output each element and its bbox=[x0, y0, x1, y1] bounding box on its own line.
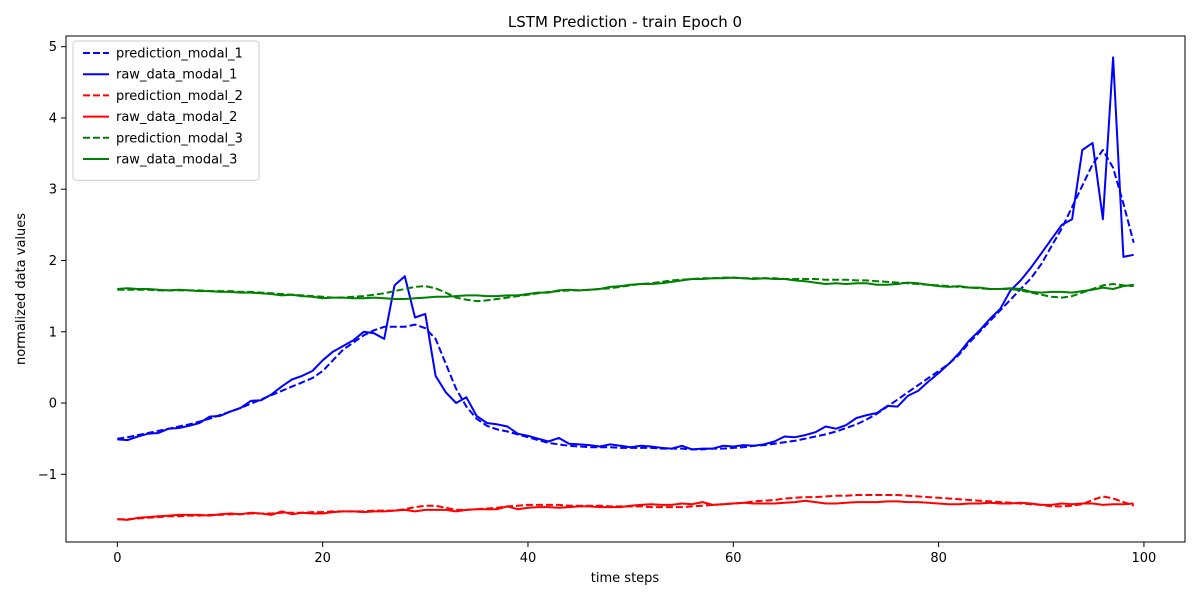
x-tick-label: 80 bbox=[930, 551, 947, 566]
legend-label-raw_data_modal_1: raw_data_modal_1 bbox=[116, 68, 237, 83]
x-axis-label: time steps bbox=[591, 571, 660, 586]
x-tick-label: 100 bbox=[1132, 551, 1157, 566]
y-tick-label: −1 bbox=[38, 468, 57, 483]
series-line-raw_data_modal_1 bbox=[117, 56, 1134, 451]
plot-area: 0 20 40 60 80 100 −1 0 1 2 3 4 5 bbox=[38, 35, 1186, 566]
y-tick-label: 1 bbox=[49, 325, 57, 340]
series-line-prediction_modal_3 bbox=[117, 276, 1134, 303]
series-line-raw_data_modal_2 bbox=[117, 499, 1134, 521]
x-tick-label: 0 bbox=[113, 551, 121, 566]
y-tick-label: 3 bbox=[49, 183, 57, 198]
series-line-raw_data_modal_3 bbox=[117, 276, 1134, 300]
series-line-prediction_modal_1 bbox=[117, 149, 1135, 451]
legend-label-prediction_modal_2: prediction_modal_2 bbox=[116, 89, 243, 104]
x-tick-label: 40 bbox=[520, 551, 537, 566]
y-tick-label: 5 bbox=[49, 40, 57, 55]
x-tick-label: 20 bbox=[314, 551, 331, 566]
chart-title: LSTM Prediction - train Epoch 0 bbox=[508, 13, 742, 31]
legend-label-raw_data_modal_2: raw_data_modal_2 bbox=[116, 110, 237, 125]
legend-label-prediction_modal_3: prediction_modal_3 bbox=[116, 131, 243, 146]
legend-label-prediction_modal_1: prediction_modal_1 bbox=[116, 47, 243, 62]
legend-label-raw_data_modal_3: raw_data_modal_3 bbox=[116, 153, 237, 168]
legend: prediction_modal_1 raw_data_modal_1predic… bbox=[72, 40, 260, 181]
y-tick-label: 0 bbox=[49, 397, 57, 412]
y-tick-label: 2 bbox=[49, 254, 57, 269]
legend-box bbox=[72, 40, 260, 181]
x-tick-label: 60 bbox=[725, 551, 742, 566]
y-tick-label: 4 bbox=[49, 111, 57, 126]
axes-frame bbox=[65, 35, 1186, 543]
y-axis-label: normalized data values bbox=[14, 213, 29, 365]
